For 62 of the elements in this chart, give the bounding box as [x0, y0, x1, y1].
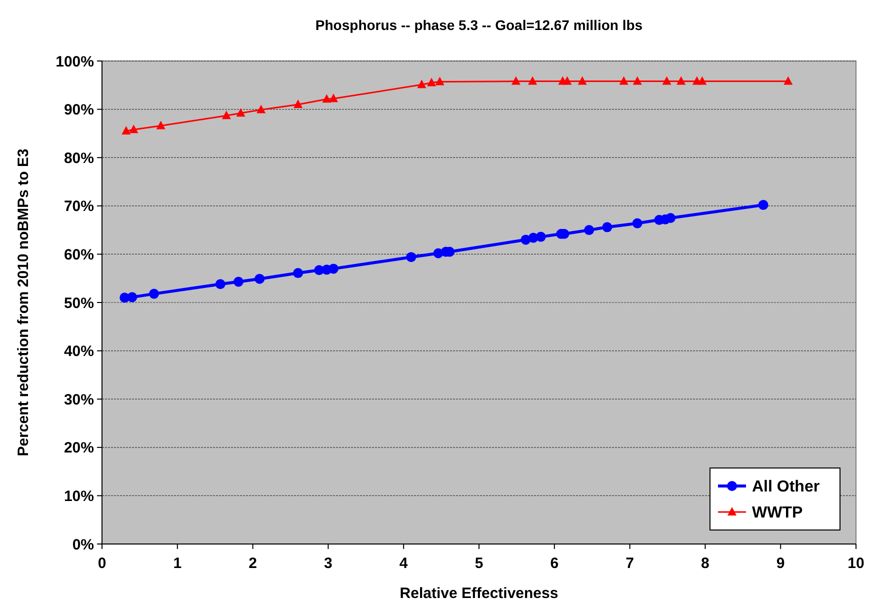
- point: [156, 120, 166, 130]
- point: [758, 200, 768, 210]
- x-tick-label: 5: [474, 555, 484, 572]
- point: [619, 76, 628, 85]
- point: [632, 76, 642, 85]
- point: [511, 76, 520, 85]
- y-tick-label: 30%: [64, 391, 94, 408]
- x-tick-label: 4: [399, 555, 408, 572]
- point: [528, 76, 538, 85]
- y-tick-label: 40%: [64, 343, 94, 360]
- point: [584, 225, 594, 236]
- point: [233, 276, 244, 287]
- x-tick-label: 7: [626, 555, 634, 572]
- x-tick-label: 2: [248, 555, 257, 572]
- point: [676, 76, 686, 85]
- point: [222, 110, 231, 120]
- y-tick-label: 50%: [64, 294, 94, 312]
- point: [698, 76, 707, 85]
- x-tick-label: 10: [848, 555, 864, 572]
- point: [328, 264, 338, 274]
- point: [215, 279, 226, 290]
- y-tick-label: 60%: [64, 246, 94, 264]
- point: [236, 108, 246, 117]
- point: [293, 268, 304, 278]
- x-tick-label: 3: [324, 555, 332, 572]
- point: [435, 76, 444, 86]
- x-tick-label: 1: [173, 555, 182, 572]
- point: [129, 124, 138, 134]
- point: [662, 76, 672, 85]
- point: [254, 274, 265, 284]
- point: [127, 292, 138, 302]
- point: [427, 78, 436, 86]
- y-tick-label: 70%: [64, 198, 94, 216]
- y-tick-label: 80%: [64, 150, 94, 167]
- point: [632, 218, 642, 228]
- legend-label: All Other: [752, 478, 820, 496]
- point: [322, 94, 332, 103]
- point: [294, 99, 303, 108]
- chart-title: Phosphorus -- phase 5.3 -- Goal=12.67 million lbs: [315, 17, 643, 33]
- point: [666, 212, 676, 223]
- y-tick-label: 10%: [64, 488, 94, 505]
- y-tick-label: 0%: [72, 536, 94, 554]
- y-axis-title: Percent reduction from 2010 noBMPs to E3: [15, 148, 32, 456]
- point: [562, 76, 572, 85]
- y-tick-label: 100%: [56, 53, 94, 70]
- point: [256, 104, 266, 114]
- point: [578, 76, 587, 85]
- y-tick-label: 20%: [64, 440, 94, 457]
- point: [149, 288, 160, 299]
- x-tick-label: 6: [550, 555, 559, 572]
- y-tick-label: 90%: [64, 102, 94, 119]
- point: [784, 76, 793, 85]
- x-axis-title: Relative Effectiveness: [400, 585, 558, 602]
- point: [602, 222, 612, 232]
- x-tick-label: 9: [776, 555, 785, 572]
- point: [536, 232, 546, 242]
- point: [417, 80, 426, 88]
- point: [122, 126, 131, 135]
- legend-label: WWTP: [752, 504, 803, 522]
- x-tick-label: 0: [98, 555, 106, 572]
- x-tick-label: 8: [701, 555, 710, 572]
- point: [406, 252, 416, 262]
